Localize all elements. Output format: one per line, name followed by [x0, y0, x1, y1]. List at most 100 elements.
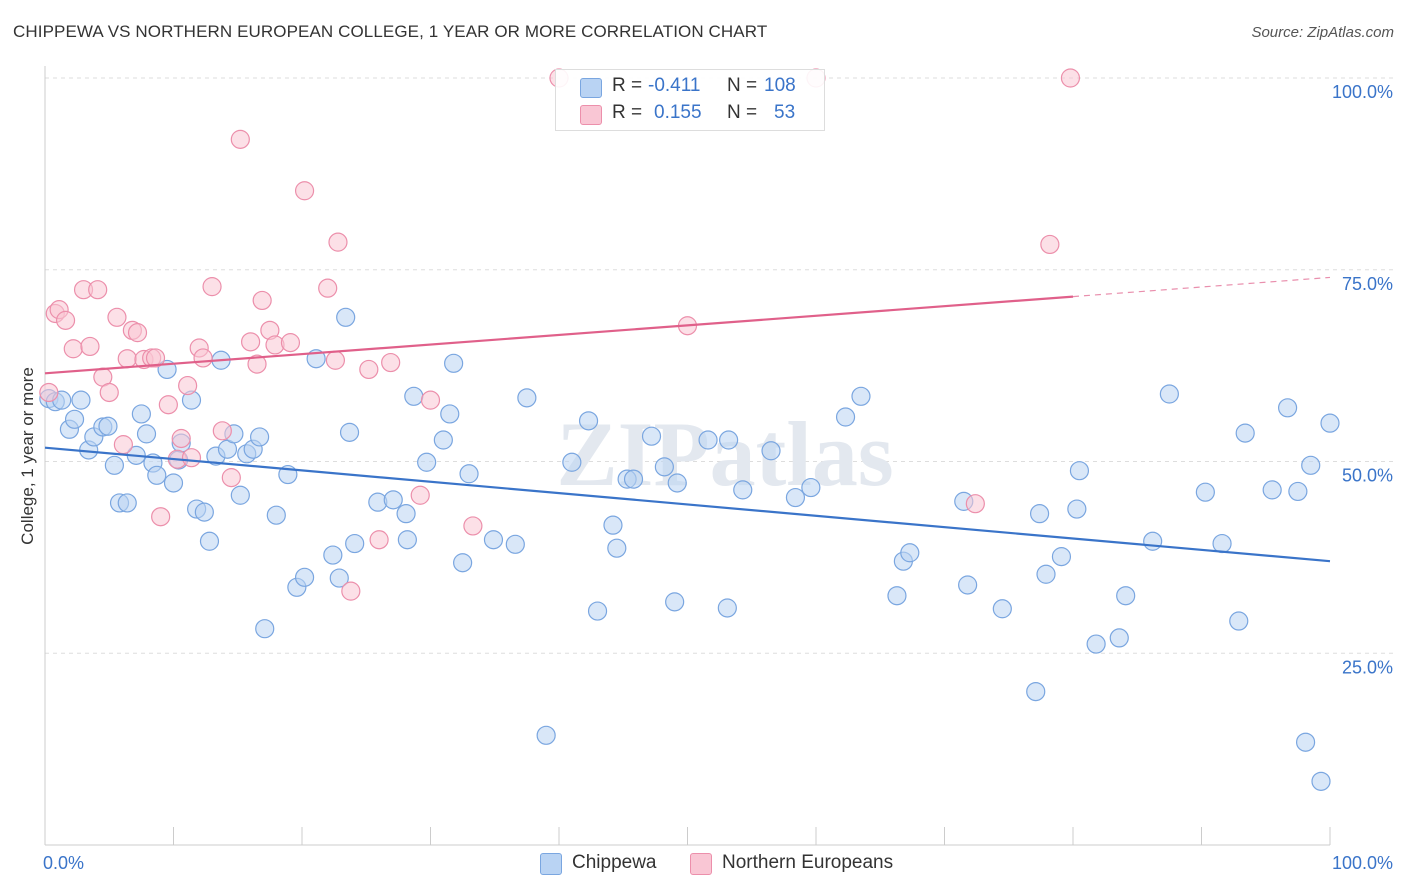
- data-point: [98, 416, 118, 436]
- y-tick-label: 100.0%: [1332, 82, 1393, 102]
- bottom-legend-swatch-chippewa: [540, 853, 562, 875]
- legend-n-label: N =: [727, 75, 758, 96]
- legend-r-label: R =: [612, 75, 643, 96]
- data-point: [410, 485, 430, 505]
- data-point: [131, 404, 151, 424]
- stats-legend: R = -0.411 N = 108 R = 0.155 N = 53: [555, 69, 825, 131]
- data-point: [623, 469, 644, 489]
- bottom-legend-label: Chippewa: [572, 852, 657, 873]
- data-point: [117, 349, 137, 369]
- data-point: [163, 473, 184, 493]
- data-point: [323, 545, 343, 565]
- data-point: [1311, 771, 1331, 791]
- trend-lines: [44, 276, 1331, 563]
- data-point: [1051, 547, 1072, 567]
- data-point: [1069, 461, 1090, 481]
- data-point: [88, 280, 108, 300]
- data-point: [1212, 533, 1232, 554]
- data-point: [1086, 634, 1106, 654]
- data-point: [761, 441, 781, 461]
- data-point: [900, 543, 920, 563]
- data-point: [202, 277, 222, 297]
- bottom-legend-swatch-northern-europeans: [690, 853, 712, 875]
- data-point: [341, 581, 361, 601]
- data-point: [194, 502, 214, 522]
- y-tick-label: 25.0%: [1342, 657, 1393, 677]
- data-point: [835, 407, 856, 427]
- data-point: [587, 601, 608, 621]
- data-point: [359, 359, 379, 380]
- data-point: [607, 538, 627, 558]
- series-northern-europeans: [39, 68, 1081, 601]
- legend-swatch-chippewa: [580, 78, 602, 98]
- data-point: [328, 232, 348, 252]
- y-tick-label: 50.0%: [1342, 466, 1393, 486]
- series-chippewa: [39, 307, 1340, 791]
- legend-r-label: R =: [612, 102, 643, 123]
- data-point: [151, 507, 171, 527]
- data-point: [325, 350, 346, 370]
- data-point: [801, 477, 821, 498]
- y-tick-label: 75.0%: [1342, 274, 1393, 294]
- data-point: [117, 493, 137, 513]
- data-point: [249, 427, 270, 447]
- data-point: [396, 504, 416, 524]
- data-point: [383, 490, 403, 510]
- data-point: [517, 388, 537, 408]
- data-point: [440, 404, 460, 424]
- data-point: [80, 336, 100, 357]
- data-point: [698, 430, 718, 450]
- data-point: [345, 533, 365, 554]
- data-point: [99, 382, 119, 403]
- data-point: [397, 530, 417, 550]
- data-point: [381, 352, 401, 373]
- x-tick-label: 100.0%: [1332, 853, 1393, 873]
- legend-swatch-northern-europeans: [580, 105, 602, 125]
- data-point: [1229, 611, 1249, 631]
- data-point: [459, 464, 479, 484]
- data-point: [965, 494, 985, 514]
- data-point: [230, 129, 250, 149]
- data-point: [1195, 482, 1215, 502]
- data-point: [444, 353, 464, 373]
- data-point: [463, 516, 483, 536]
- data-point: [63, 339, 83, 359]
- data-point: [336, 307, 356, 327]
- data-point: [1026, 681, 1046, 702]
- axes: [44, 66, 1331, 846]
- data-point: [294, 181, 315, 201]
- data-point: [147, 465, 167, 485]
- data-point: [420, 390, 441, 410]
- trend-line-extension: [1072, 276, 1331, 298]
- data-point: [562, 452, 582, 472]
- data-point: [145, 348, 166, 368]
- data-point: [329, 568, 349, 588]
- data-point: [417, 452, 437, 472]
- data-point: [1109, 628, 1129, 648]
- data-point: [719, 430, 739, 450]
- data-point: [536, 725, 556, 745]
- data-point: [64, 409, 85, 429]
- tick-labels: 25.0% 50.0% 75.0% 100.0% 0.0% 100.0%: [43, 82, 1393, 873]
- data-point: [127, 323, 148, 343]
- data-point: [221, 468, 241, 488]
- data-point: [453, 553, 473, 573]
- legend-n-value: 53: [774, 102, 796, 123]
- trend-line: [44, 446, 1331, 563]
- data-point: [1029, 504, 1050, 524]
- data-point: [55, 310, 76, 330]
- data-point: [887, 586, 907, 606]
- data-point: [578, 411, 599, 431]
- trend-line: [44, 295, 1074, 375]
- data-point: [193, 348, 213, 368]
- bottom-legend-label: Northern Europeans: [722, 852, 894, 873]
- data-point: [1320, 413, 1340, 433]
- data-point: [603, 515, 623, 535]
- data-point: [654, 457, 674, 477]
- data-point: [433, 430, 453, 450]
- data-point: [665, 592, 685, 612]
- data-point: [266, 505, 286, 525]
- data-point: [505, 534, 525, 554]
- legend-r-value: 0.155: [654, 102, 702, 123]
